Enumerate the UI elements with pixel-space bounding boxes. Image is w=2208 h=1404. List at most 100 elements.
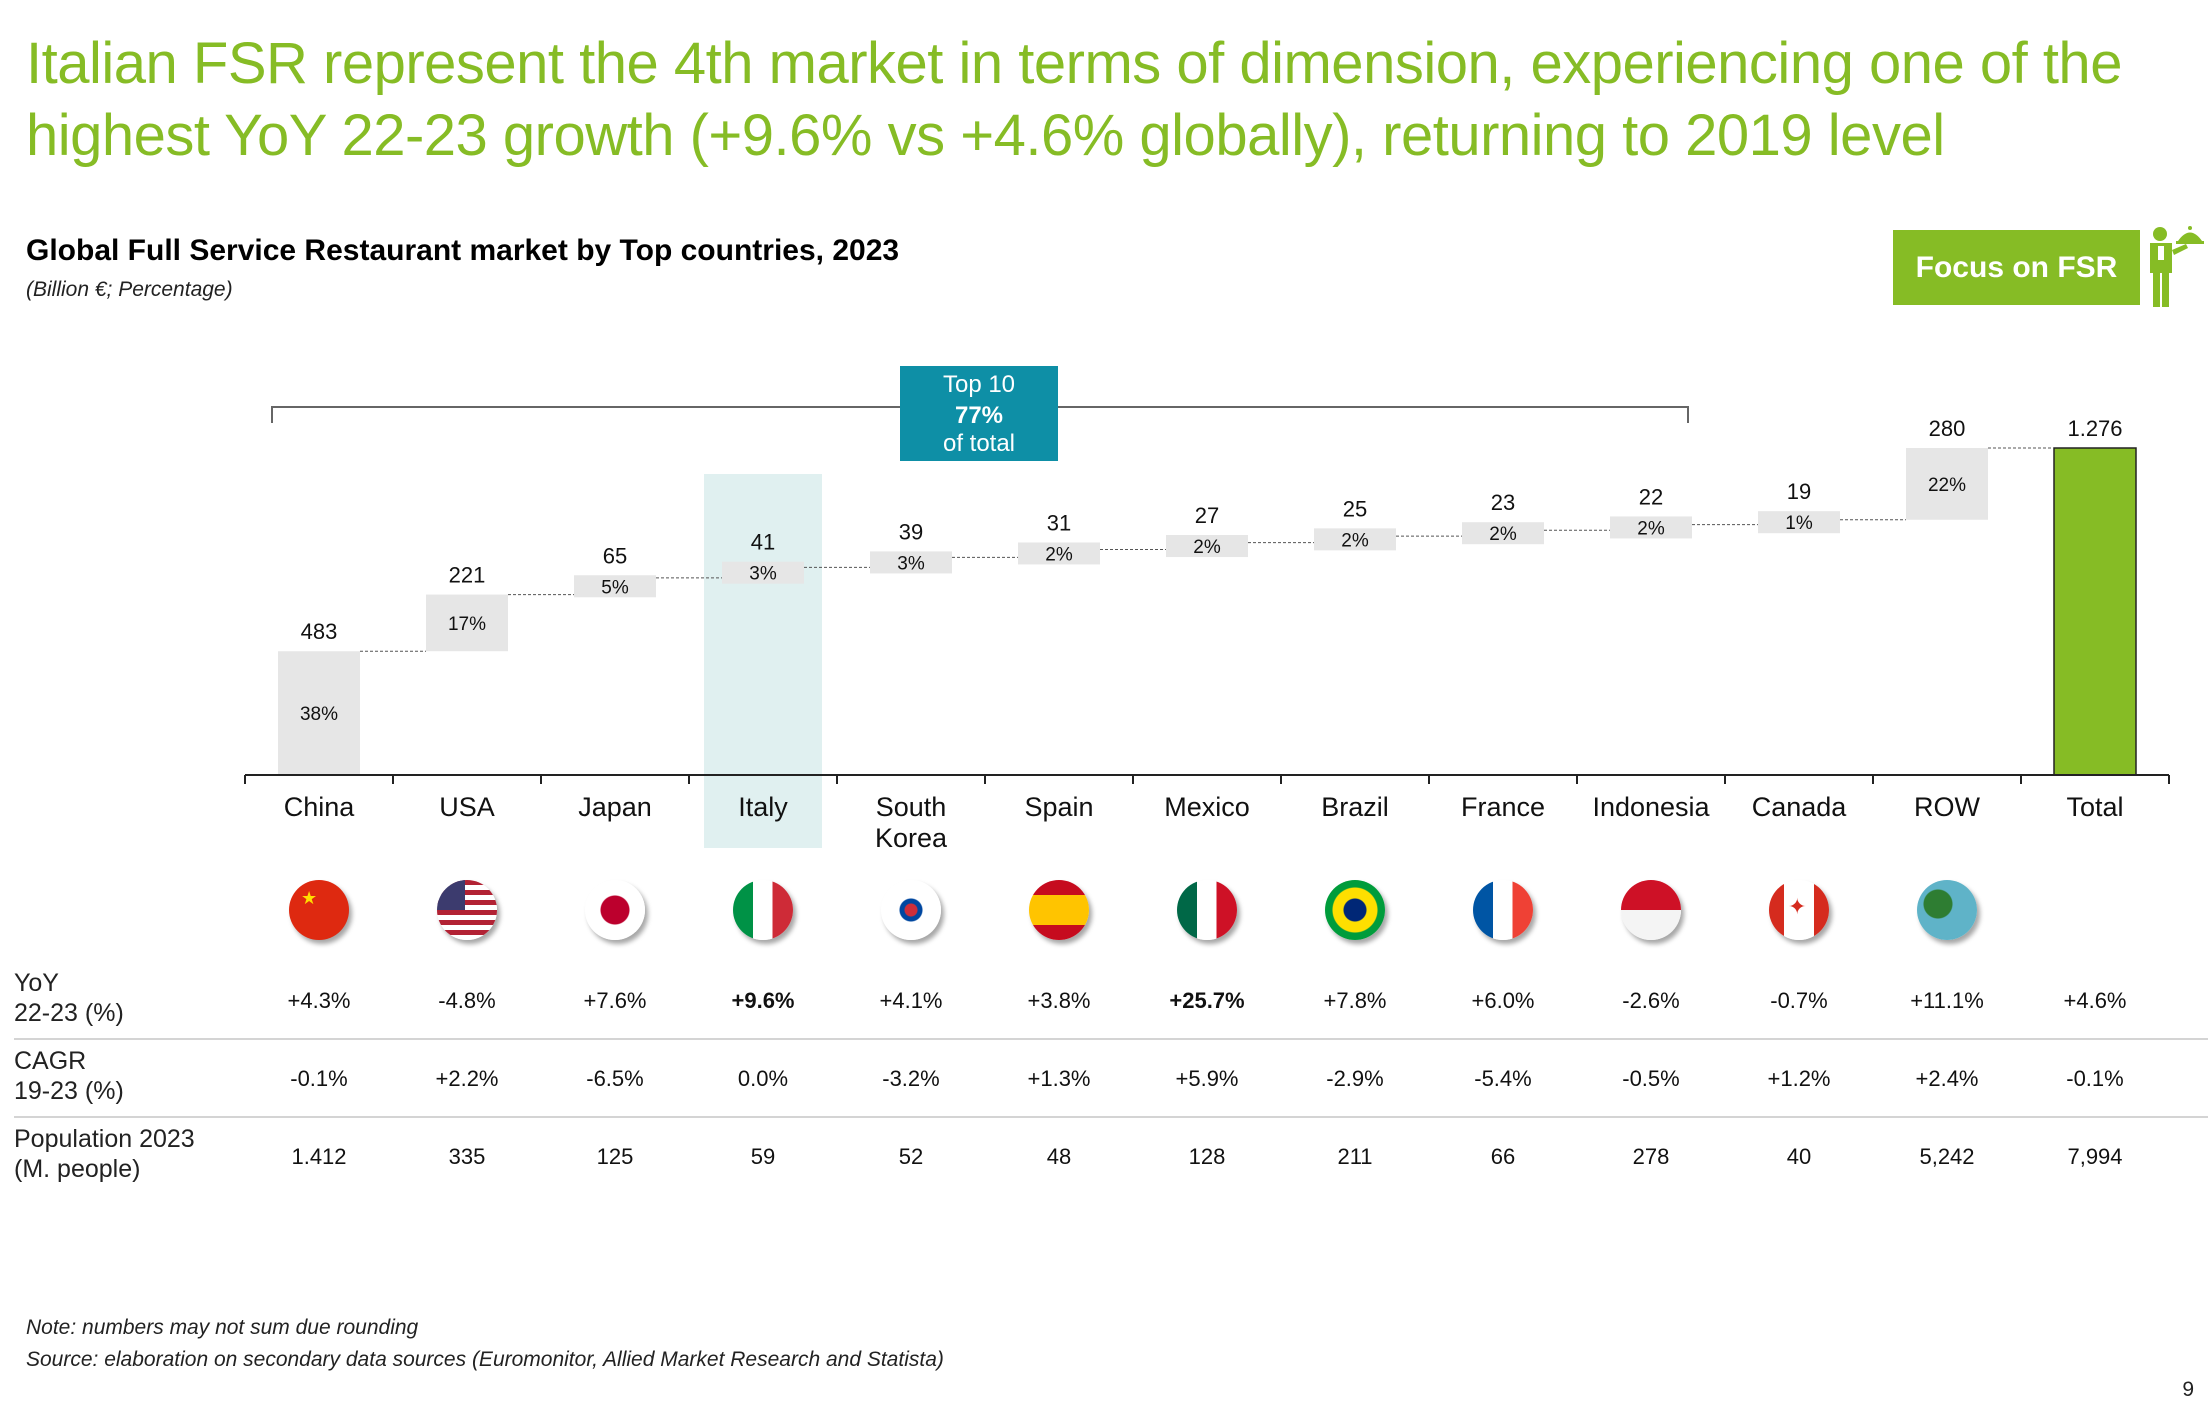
value-label: 31 xyxy=(1047,510,1071,535)
brazil-flag-icon xyxy=(1325,880,1385,940)
share-label: 2% xyxy=(1489,524,1517,545)
top10-callout-box xyxy=(900,366,1058,461)
usa-flag-icon xyxy=(437,880,497,940)
bar xyxy=(426,594,508,652)
yoy-row-cell: +4.1% xyxy=(879,988,943,1013)
south-korea-flag-icon xyxy=(881,880,941,940)
category-label: Korea xyxy=(875,823,948,853)
category-label: Japan xyxy=(578,792,652,822)
usa-canton xyxy=(437,880,465,910)
yoy-row-cell: +9.6% xyxy=(731,988,795,1013)
cagr-row-cell: -5.4% xyxy=(1474,1066,1532,1091)
population-row-cell: 59 xyxy=(750,1144,776,1169)
value-label: 27 xyxy=(1195,503,1219,528)
mexico-flag-icon xyxy=(1177,880,1237,940)
yoy-row-cell: +11.1% xyxy=(1910,988,1984,1013)
row-separator xyxy=(14,1038,2208,1040)
cagr-row-cell: -2.9% xyxy=(1326,1066,1384,1091)
note-text: Note: numbers may not sum due rounding xyxy=(26,1316,419,1339)
value-label: 280 xyxy=(1929,416,1966,441)
row-separator xyxy=(14,1116,2208,1118)
bar xyxy=(1906,448,1988,520)
category-label: Total xyxy=(2066,792,2123,822)
bar xyxy=(1462,522,1544,545)
waiter-icon xyxy=(2150,226,2204,307)
population-row-cell: 278 xyxy=(1632,1144,1670,1169)
population-row-cell: 128 xyxy=(1188,1144,1226,1169)
population-row-cell: 5,242 xyxy=(1919,1144,1975,1169)
row-label-line2: 19-23 (%) xyxy=(14,1077,124,1105)
cagr-row-cell: +2.4% xyxy=(1915,1066,1979,1091)
population-row-cell: 66 xyxy=(1490,1144,1516,1169)
category-label: Brazil xyxy=(1321,792,1389,822)
globe-icon xyxy=(1917,880,1977,940)
total-bar xyxy=(2053,447,2137,776)
page-number: 9 xyxy=(2182,1378,2194,1401)
share-label: 38% xyxy=(300,704,338,725)
chart-subtitle: (Billion €; Percentage) xyxy=(26,278,233,301)
cagr-row-cell: 0.0% xyxy=(737,1066,789,1091)
cagr-row-cell: +5.9% xyxy=(1175,1066,1239,1091)
row-label-line2: 22-23 (%) xyxy=(14,999,124,1027)
value-label: 25 xyxy=(1343,496,1367,521)
top10-callout-line2: 77% xyxy=(955,402,1003,429)
category-label: Mexico xyxy=(1164,792,1250,822)
row-label-line1: YoY xyxy=(14,969,59,997)
share-label: 2% xyxy=(1637,518,1665,539)
category-label: China xyxy=(284,792,356,822)
cagr-row-cell: +2.2% xyxy=(435,1066,499,1091)
value-label: 221 xyxy=(449,563,486,588)
canada-flag-icon: ✦ xyxy=(1769,880,1829,940)
value-label: 483 xyxy=(301,619,338,644)
category-label: South xyxy=(876,792,947,822)
value-label: 65 xyxy=(603,543,627,568)
bar xyxy=(870,551,952,574)
yoy-row-cell: +4.3% xyxy=(287,988,351,1013)
cagr-row-cell: -0.1% xyxy=(2066,1066,2124,1091)
category-label: Indonesia xyxy=(1592,792,1710,822)
yoy-row-cell: +7.6% xyxy=(583,988,647,1013)
yoy-row-cell: +4.6% xyxy=(2063,988,2127,1013)
star-icon: ★ xyxy=(301,888,318,908)
value-label: 39 xyxy=(899,519,923,544)
population-row-cell: 335 xyxy=(448,1144,486,1169)
category-label: ROW xyxy=(1914,792,1981,822)
yoy-row-cell: -4.8% xyxy=(438,988,496,1013)
france-flag-icon xyxy=(1473,880,1533,940)
population-row-cell: 125 xyxy=(596,1144,634,1169)
value-label: 23 xyxy=(1491,490,1515,515)
row-label-line2: (M. people) xyxy=(14,1155,141,1183)
value-label: 1.276 xyxy=(2067,416,2122,441)
cagr-row-cell: +1.3% xyxy=(1027,1066,1091,1091)
category-label: Spain xyxy=(1024,792,1093,822)
bar xyxy=(1758,511,1840,534)
share-label: 2% xyxy=(1193,537,1221,558)
yoy-row-cell: -2.6% xyxy=(1622,988,1680,1013)
indonesia-flag-icon xyxy=(1621,880,1681,940)
yoy-row-cell: +25.7% xyxy=(1169,988,1245,1013)
bar xyxy=(278,651,360,775)
category-label: France xyxy=(1461,792,1545,822)
share-label: 22% xyxy=(1928,475,1966,496)
category-label: Italy xyxy=(738,792,788,822)
population-row-label: Population 2023 (M. people) xyxy=(14,1124,195,1184)
value-label: 41 xyxy=(751,530,775,555)
japan-flag-icon xyxy=(585,880,645,940)
population-row-cell: 48 xyxy=(1046,1144,1072,1169)
cagr-row-cell: -6.5% xyxy=(586,1066,644,1091)
highlight-band xyxy=(704,474,822,848)
top10-bracket xyxy=(271,406,1689,423)
yoy-row-cell: -0.7% xyxy=(1770,988,1828,1013)
bar xyxy=(574,575,656,598)
yoy-row-cell: +6.0% xyxy=(1471,988,1535,1013)
focus-on-fsr-button[interactable]: Focus on FSR xyxy=(1893,230,2140,305)
value-label: 19 xyxy=(1787,479,1811,504)
row-label-line1: CAGR xyxy=(14,1047,87,1075)
population-row-cell: 52 xyxy=(898,1144,924,1169)
category-label: USA xyxy=(439,792,495,822)
cagr-row-cell: -3.2% xyxy=(882,1066,940,1091)
population-row-cell: 1.412 xyxy=(291,1144,347,1169)
cagr-row-cell: -0.1% xyxy=(290,1066,348,1091)
top10-callout-line3: of total xyxy=(943,430,1015,457)
